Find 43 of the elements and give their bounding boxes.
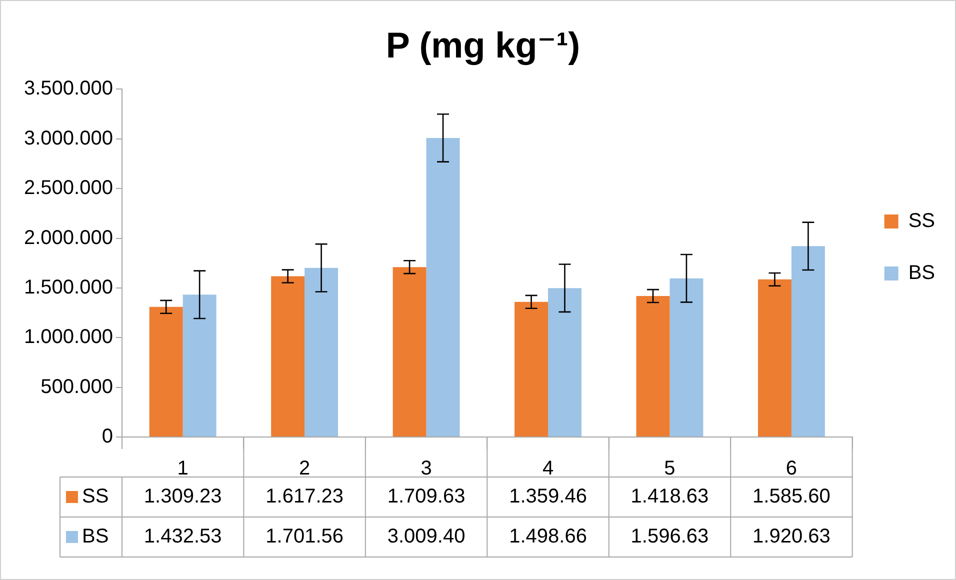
data-label: 1.701.56 — [266, 526, 344, 548]
data-label: 1.920.63 — [752, 526, 830, 548]
bar — [304, 268, 338, 436]
x-tick-label: 2 — [299, 458, 310, 480]
chart-title: P (mg kg⁻¹) — [386, 24, 580, 66]
x-tick-label: 3 — [420, 458, 432, 480]
text: SS — [908, 210, 936, 232]
bar — [426, 138, 460, 436]
bar — [514, 302, 548, 436]
legend-label: BS — [908, 262, 936, 284]
data-label: 1.418.63 — [630, 486, 709, 508]
y-tick-label: 0 — [102, 426, 113, 448]
bar — [758, 279, 792, 436]
data-label: 1.617.23 — [266, 486, 344, 508]
x-tick-label: 1 — [177, 458, 188, 480]
bar — [182, 294, 216, 436]
data-label: 1.359.46 — [509, 486, 587, 508]
y-tick-label: 500.000 — [40, 376, 113, 398]
x-tick-label: 5 — [664, 458, 676, 480]
bar — [791, 246, 825, 436]
y-tick-label: 1.000.000 — [24, 326, 113, 348]
data-label: 1.585.60 — [752, 486, 830, 508]
x-tick-label: 6 — [786, 458, 798, 480]
bar — [548, 288, 582, 436]
bar — [392, 267, 426, 436]
data-label: 1.309.23 — [144, 486, 222, 508]
y-tick-label: 2.000.000 — [24, 226, 113, 249]
data-label: 1.498.66 — [509, 526, 587, 548]
legend-label: SS — [82, 486, 109, 508]
bar — [636, 296, 670, 436]
text: BS — [82, 526, 109, 548]
data-label: 1.596.63 — [630, 526, 709, 548]
bar — [149, 306, 183, 436]
bar — [271, 276, 305, 436]
x-tick-label: 4 — [542, 458, 554, 480]
y-tick-label: 2.500.000 — [24, 177, 113, 200]
data-label: 3.009.40 — [387, 526, 466, 548]
y-tick-label: 3.500.000 — [24, 78, 113, 100]
y-tick-label: 3.000.000 — [24, 127, 113, 150]
data-label: 1.709.63 — [387, 486, 466, 508]
y-tick-label: 1.500.000 — [24, 276, 113, 298]
data-label: 1.432.53 — [144, 526, 222, 548]
bar — [670, 278, 704, 436]
